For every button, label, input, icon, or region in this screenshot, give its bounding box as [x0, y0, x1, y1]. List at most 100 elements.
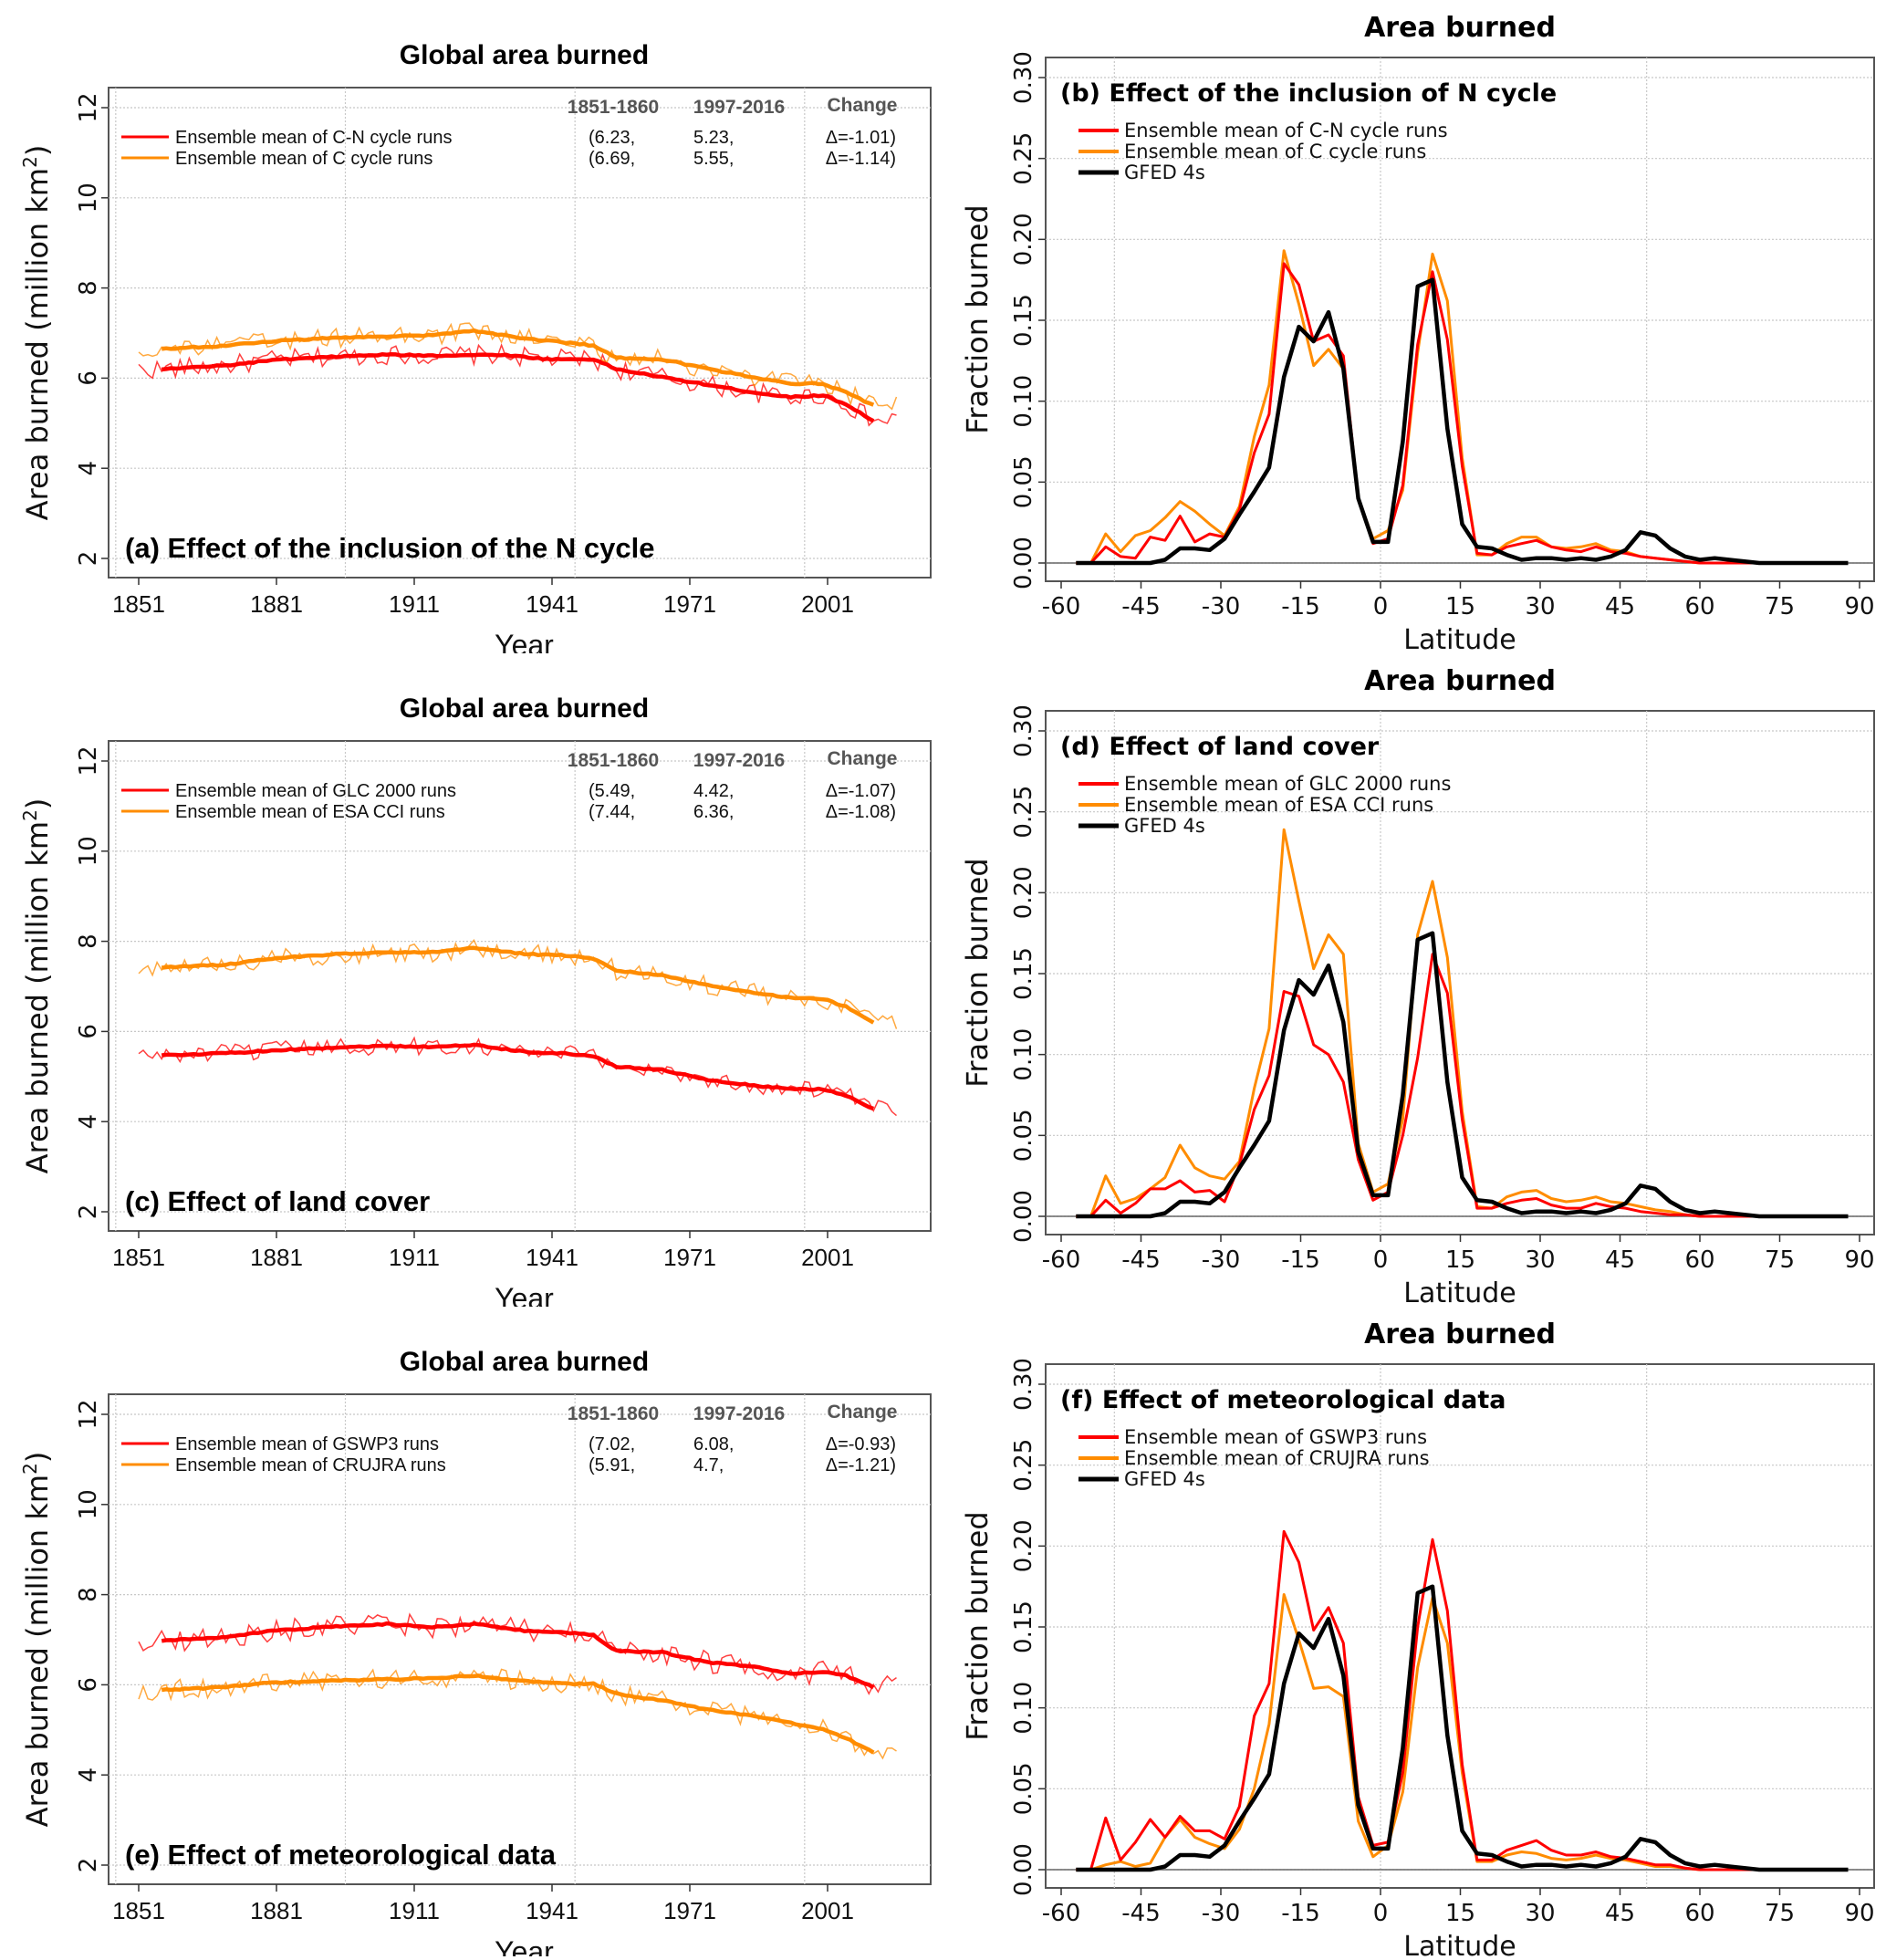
y-axis-label-text: Area burned (million km — [20, 168, 55, 520]
legend-period1-value-2: (6.69, — [589, 149, 635, 169]
legend-label-2: Ensemble mean of ESA CCI runs — [1124, 794, 1433, 816]
x-axis-label: Latitude — [1403, 624, 1516, 653]
y-axis-label: Fraction burned — [960, 858, 995, 1087]
y-axis-label-close: ) — [20, 798, 55, 809]
x-tick-label: 90 — [1844, 593, 1874, 620]
x-tick-label: -30 — [1202, 593, 1240, 620]
chart-title: Area burned — [1364, 1319, 1556, 1350]
y-tick-label: 0.15 — [1010, 294, 1037, 347]
x-tick-label: 1881 — [250, 1897, 303, 1924]
legend-change-value-2: Δ=-1.21) — [826, 1455, 896, 1475]
y-axis-label-superscript: 2 — [19, 809, 41, 821]
x-tick-label: 60 — [1684, 1246, 1714, 1274]
legend-period1-value-2: (5.91, — [589, 1455, 635, 1475]
legend-label-1: Ensemble mean of C-N cycle runs — [175, 128, 452, 148]
y-tick-label: 0.20 — [1010, 866, 1037, 919]
y-tick-label: 2 — [75, 1858, 102, 1873]
y-axis-label: Area burned (million km2) — [19, 1452, 55, 1828]
x-tick-label: 1971 — [663, 1244, 716, 1271]
y-tick-label: 6 — [75, 370, 102, 386]
legend-label-1: Ensemble mean of GSWP3 runs — [175, 1434, 439, 1454]
x-tick-label: 1941 — [526, 1897, 578, 1924]
x-tick-label: 30 — [1525, 1900, 1555, 1927]
x-tick-label: -15 — [1281, 1246, 1319, 1274]
chart-title: Global area burned — [400, 40, 649, 70]
x-tick-label: 45 — [1605, 593, 1635, 620]
y-tick-label: 10 — [75, 1489, 102, 1519]
y-axis-label-text: Area burned (million km — [20, 1475, 55, 1827]
x-tick-label: -60 — [1042, 1900, 1080, 1927]
x-tick-label: -30 — [1202, 1246, 1240, 1274]
y-axis-label: Area burned (million km2) — [19, 145, 55, 521]
x-tick-label: -45 — [1121, 1246, 1160, 1274]
legend-label-1: Ensemble mean of C-N cycle runs — [1124, 120, 1448, 141]
legend-period2-value-2: 5.55, — [693, 149, 734, 169]
y-tick-label: 0.25 — [1010, 132, 1037, 185]
x-tick-label: 1851 — [112, 1897, 165, 1924]
panel-label: (e) Effect of meteorological data — [125, 1839, 557, 1871]
y-tick-label: 0.10 — [1010, 375, 1037, 428]
series-line-2 — [1076, 829, 1848, 1216]
y-tick-label: 8 — [75, 1587, 102, 1602]
x-tick-label: 1941 — [526, 1244, 578, 1271]
y-tick-label: 6 — [75, 1024, 102, 1039]
x-tick-label: -15 — [1281, 1900, 1319, 1927]
x-axis-label: Latitude — [1403, 1931, 1516, 1956]
x-tick-label: 15 — [1445, 1246, 1475, 1274]
y-tick-label: 8 — [75, 933, 102, 949]
y-tick-label: 4 — [75, 1114, 102, 1130]
y-tick-label: 0.15 — [1010, 947, 1037, 1000]
x-tick-label: 90 — [1844, 1900, 1874, 1927]
x-tick-label: 90 — [1844, 1246, 1874, 1274]
x-tick-label: 60 — [1684, 1900, 1714, 1927]
legend-label-1: Ensemble mean of GLC 2000 runs — [175, 781, 456, 801]
table-header-change: Change — [827, 95, 897, 116]
smoothed-series-line-2 — [162, 1675, 873, 1752]
y-tick-label: 0.00 — [1010, 1843, 1037, 1896]
table-header-change: Change — [827, 748, 897, 769]
x-tick-label: 1851 — [112, 590, 165, 618]
y-axis-label: Fraction burned — [960, 1511, 995, 1740]
y-tick-label: 2 — [75, 551, 102, 567]
y-tick-label: 0.20 — [1010, 1519, 1037, 1572]
legend-period2-value-1: 6.08, — [693, 1434, 734, 1454]
legend-label-2: Ensemble mean of CRUJRA runs — [1124, 1447, 1430, 1469]
x-tick-label: 1911 — [389, 1244, 440, 1271]
y-tick-label: 0.30 — [1010, 1358, 1037, 1411]
x-tick-label: -60 — [1042, 593, 1080, 620]
y-tick-label: 6 — [75, 1677, 102, 1693]
table-header-period1: 1851-1860 — [568, 97, 659, 118]
x-axis-label: Year — [495, 1282, 554, 1307]
panel-label: (c) Effect of land cover — [125, 1185, 430, 1217]
y-tick-label: 10 — [75, 182, 102, 213]
legend-change-value-1: Δ=-0.93) — [826, 1434, 896, 1454]
y-axis-label: Area burned (million km2) — [19, 798, 55, 1174]
y-tick-label: 10 — [75, 836, 102, 866]
x-tick-label: -30 — [1202, 1900, 1240, 1927]
legend-period2-value-2: 4.7, — [693, 1455, 724, 1475]
legend-period1-value-1: (7.02, — [589, 1434, 635, 1454]
legend-label-3: GFED 4s — [1124, 162, 1205, 183]
table-header-change: Change — [827, 1402, 897, 1423]
x-tick-label: 0 — [1373, 1246, 1389, 1274]
panel-label: (b) Effect of the inclusion of N cycle — [1060, 79, 1557, 108]
x-tick-label: -45 — [1121, 1900, 1160, 1927]
y-tick-label: 0.05 — [1010, 1109, 1037, 1162]
x-tick-label: 0 — [1373, 1900, 1389, 1927]
x-tick-label: 1941 — [526, 590, 578, 618]
legend-period1-value-1: (5.49, — [589, 781, 635, 801]
x-tick-label: 1971 — [663, 1897, 716, 1924]
panel-label: (d) Effect of land cover — [1060, 733, 1380, 761]
y-axis-label-superscript: 2 — [19, 156, 41, 168]
y-axis-label-superscript: 2 — [19, 1463, 41, 1475]
y-axis-label: Fraction burned — [960, 204, 995, 433]
x-tick-label: 45 — [1605, 1246, 1635, 1274]
y-tick-label: 12 — [75, 92, 102, 122]
x-tick-label: 45 — [1605, 1900, 1635, 1927]
chart-d-area-burned-latitude: Area burned0.000.050.100.150.200.250.30-… — [949, 653, 1886, 1307]
